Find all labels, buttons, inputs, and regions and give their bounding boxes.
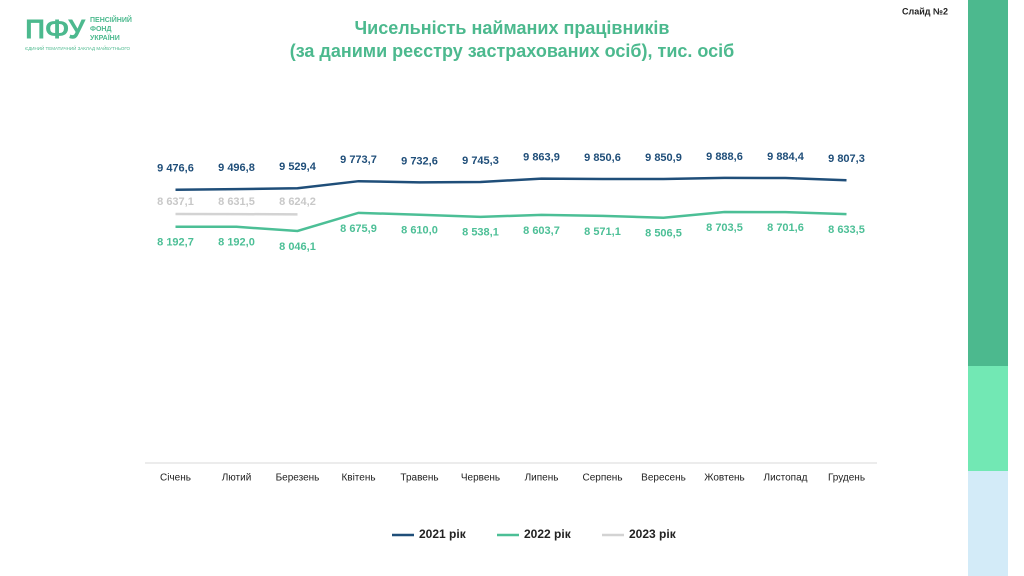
value-label: 9 529,4 — [279, 161, 317, 173]
logo-text: УКРАЇНИ — [90, 34, 120, 42]
value-label: 9 884,4 — [767, 151, 805, 163]
x-tick-label: Листопад — [764, 473, 808, 484]
logo-tagline: ЄДИНИЙ ТЕМАТИЧНИЙ ЗАКЛАД МАЙБУТНЬОГО — [25, 44, 131, 51]
x-tick-label: Жовтень — [704, 473, 745, 484]
x-tick-label: Липень — [525, 473, 559, 484]
value-label: 8 571,1 — [584, 226, 621, 238]
value-label: 8 675,9 — [340, 223, 377, 235]
legend-label: 2021 рік — [419, 527, 467, 541]
side-bar — [968, 471, 1008, 576]
value-label: 9 476,6 — [157, 163, 194, 175]
value-label: 9 773,7 — [340, 154, 377, 166]
x-tick-label: Червень — [461, 473, 500, 484]
value-label: 8 703,5 — [706, 222, 743, 234]
value-label: 8 624,2 — [279, 196, 316, 208]
x-tick-label: Травень — [400, 473, 438, 484]
value-label: 9 850,9 — [645, 152, 682, 164]
x-tick-label: Березень — [276, 473, 320, 484]
x-tick-label: Серпень — [582, 473, 622, 484]
value-label: 8 538,1 — [462, 227, 499, 239]
value-label: 9 732,6 — [401, 155, 438, 167]
logo-text: ПЕНСІЙНИЙ — [90, 15, 132, 24]
series-line — [175, 176, 847, 192]
legend-label: 2022 рік — [524, 527, 572, 541]
value-label: 8 610,0 — [401, 225, 438, 237]
side-bar — [968, 366, 1008, 471]
value-label: 9 888,6 — [706, 151, 743, 163]
value-label: 9 807,3 — [828, 153, 865, 165]
value-label: 9 496,8 — [218, 162, 255, 174]
value-label: 8 631,5 — [218, 196, 255, 208]
value-label: 9 850,6 — [584, 152, 621, 164]
value-label: 8 603,7 — [523, 225, 560, 237]
value-label: 8 701,6 — [767, 222, 804, 234]
x-tick-label: Лютий — [222, 473, 252, 484]
chart-subtitle: (за даними реєстру застрахованих осіб), … — [290, 41, 735, 61]
x-tick-label: Квітень — [341, 473, 375, 484]
value-label: 8 506,5 — [645, 228, 682, 240]
series-line — [175, 210, 847, 233]
slide-number: Слайд №2 — [902, 6, 948, 16]
x-tick-label: Вересень — [641, 473, 686, 484]
chart-title: Чисельність найманих працівників — [354, 18, 669, 38]
value-label: 9 745,3 — [462, 155, 499, 167]
x-tick-label: Грудень — [828, 473, 865, 484]
value-label: 8 192,7 — [157, 237, 194, 249]
side-bar — [968, 0, 1008, 366]
value-label: 8 637,1 — [157, 196, 194, 208]
value-label: 9 863,9 — [523, 151, 560, 163]
legend-label: 2023 рік — [629, 527, 677, 541]
value-label: 8 192,0 — [218, 237, 255, 249]
logo-text: ФОНД — [90, 26, 111, 33]
logo-abbr: ПФУ — [25, 13, 86, 44]
value-label: 8 046,1 — [279, 241, 316, 253]
x-tick-label: Січень — [160, 473, 191, 484]
value-label: 8 633,5 — [828, 224, 865, 236]
